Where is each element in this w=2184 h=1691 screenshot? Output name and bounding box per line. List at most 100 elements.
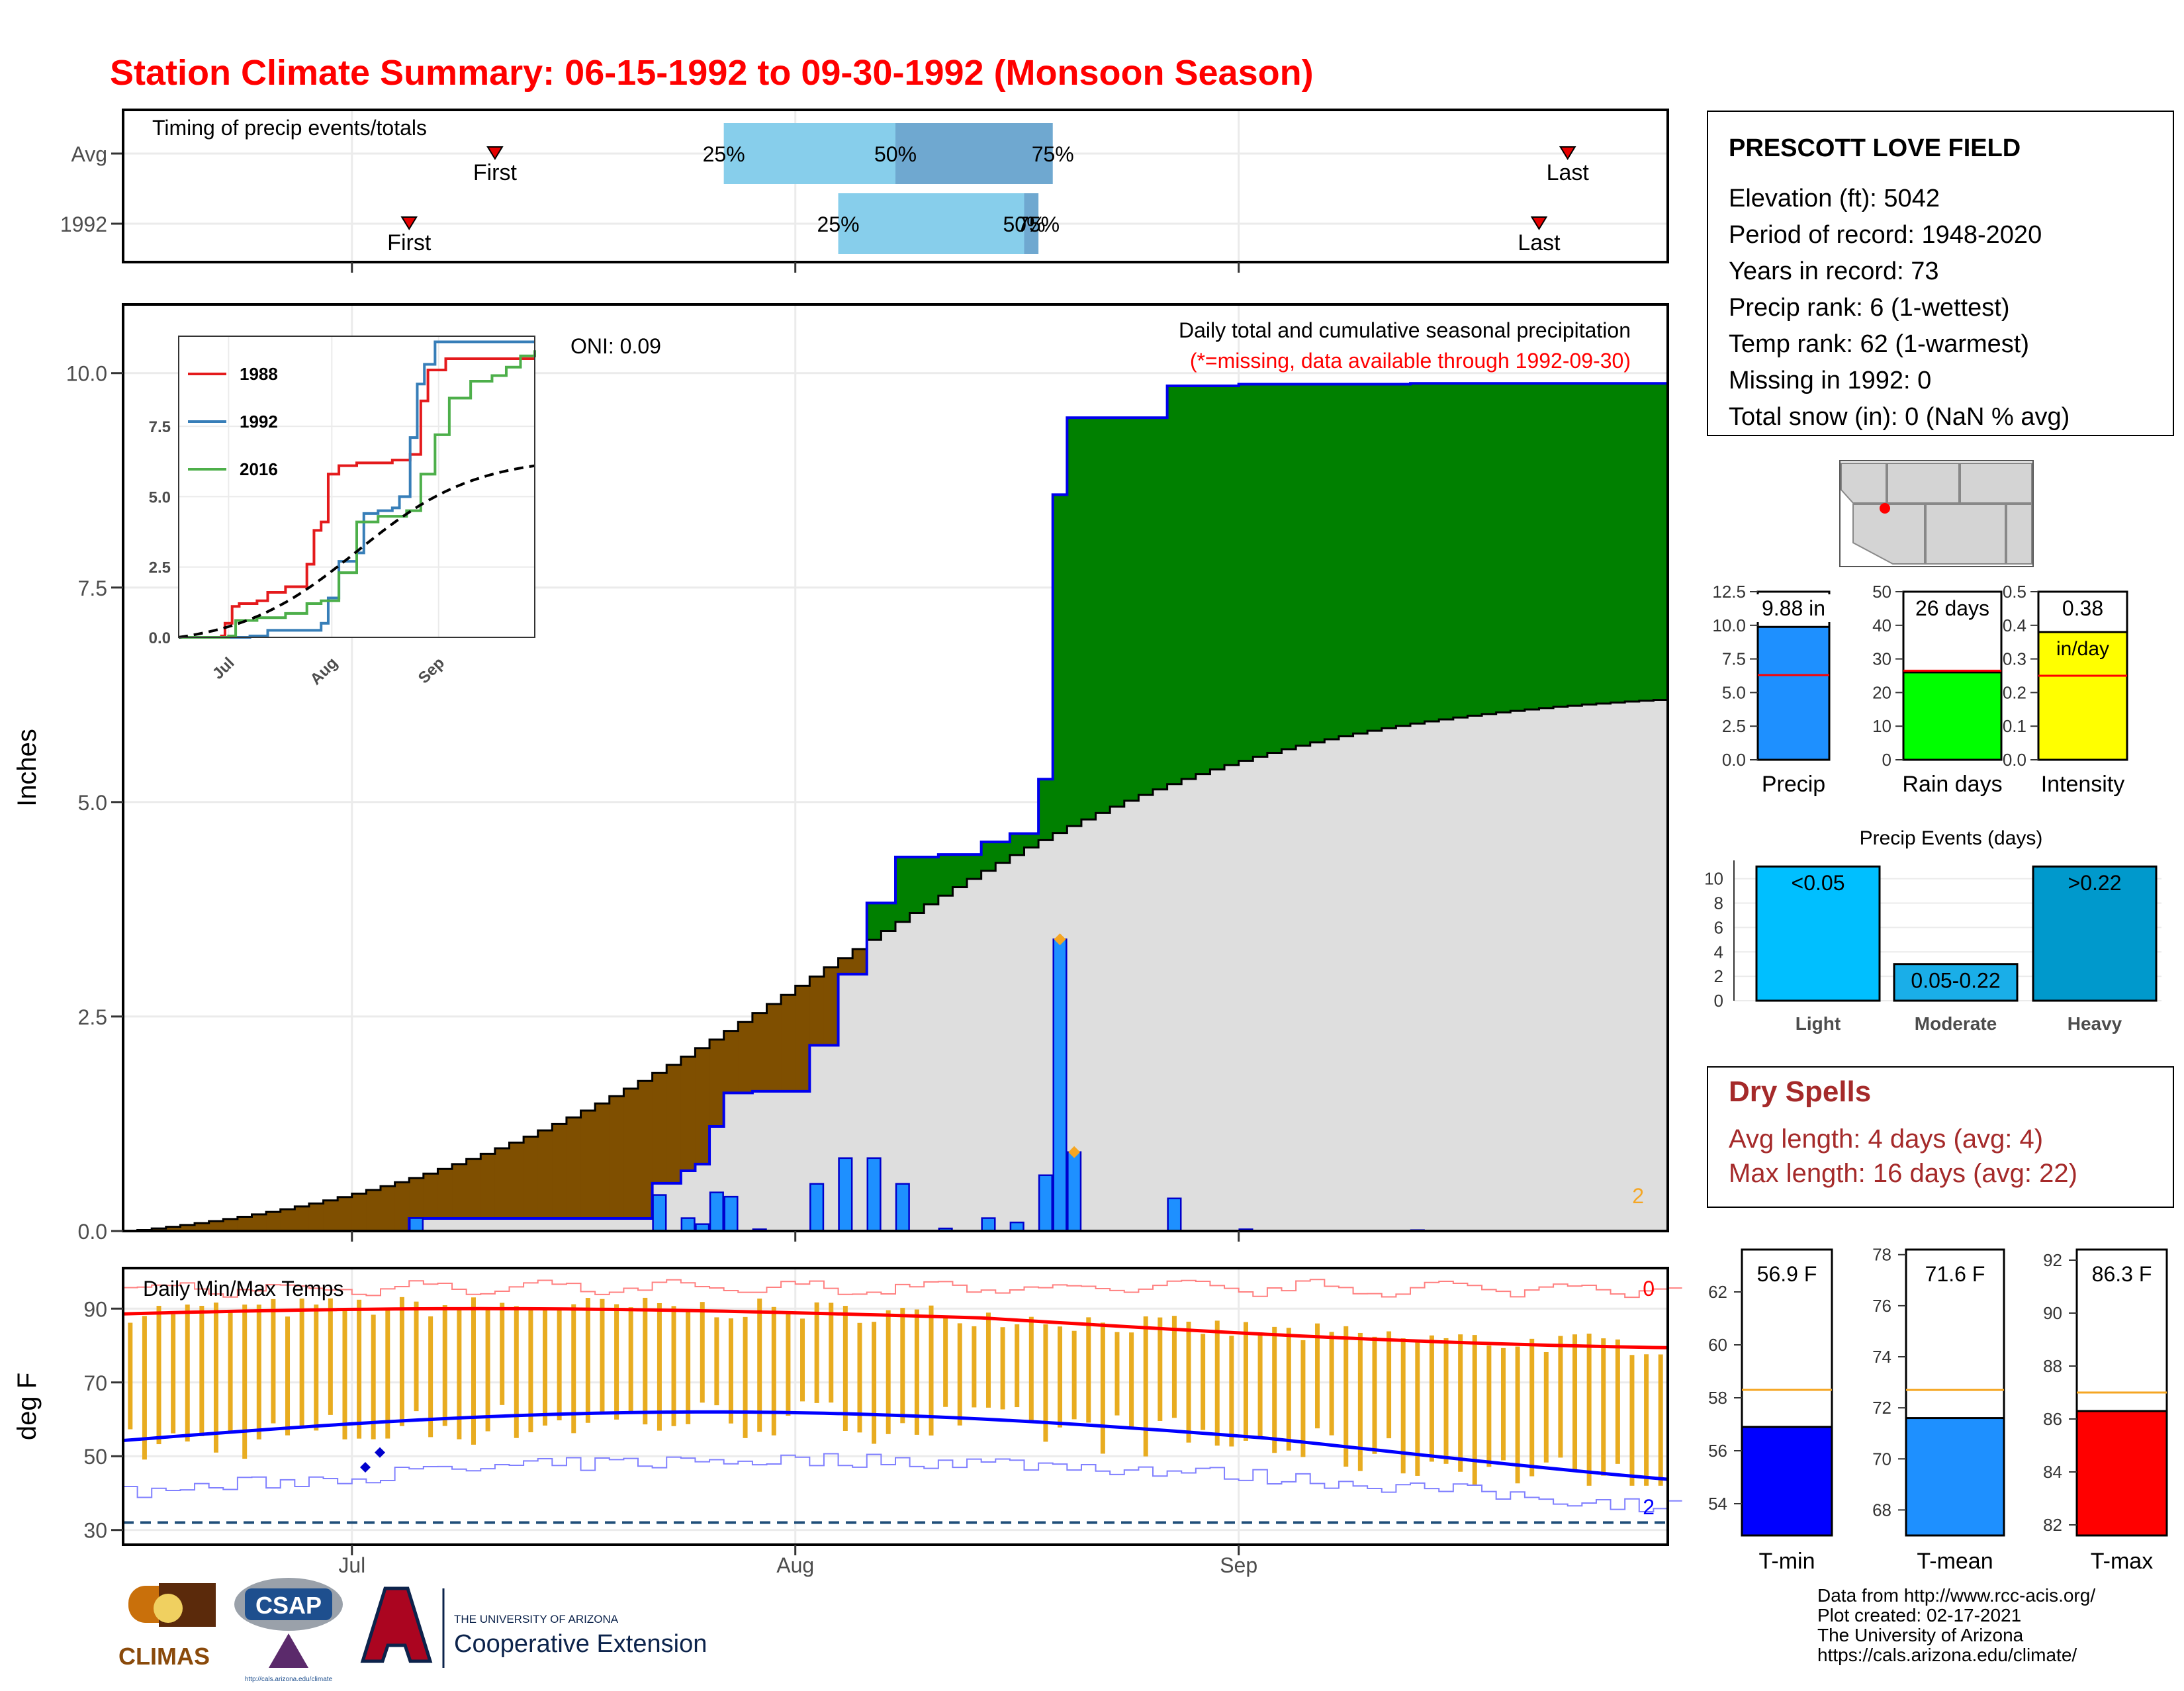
first-event-marker: [400, 216, 418, 230]
quartile-band-25-50: [838, 193, 1024, 254]
precip-events-title: Precip Events (days): [1860, 827, 2043, 849]
record-marker: [1068, 1146, 1081, 1158]
temp-summary-tick-label: 88: [2043, 1356, 2062, 1376]
daily-temp-bar: [671, 1306, 676, 1426]
daily-temp-bar: [228, 1312, 233, 1431]
precip-y-tick-label: 0.0: [78, 1220, 107, 1244]
inset-y-tick-label: 7.5: [149, 418, 171, 436]
daily-temp-bar: [1443, 1338, 1449, 1464]
deficit-area: [180, 1224, 195, 1231]
daily-temp-bar: [757, 1299, 762, 1432]
daily-temp-bar: [1372, 1336, 1377, 1454]
deficit-area: [652, 1073, 667, 1183]
daily-temp-bar: [256, 1304, 261, 1440]
daily-temp-bar: [1515, 1346, 1520, 1484]
daily-temp-bar: [1415, 1340, 1420, 1476]
deficit-area: [509, 1142, 524, 1219]
daily-temp-bar: [1300, 1340, 1306, 1457]
temp-summary-label: T-max: [2091, 1549, 2153, 1574]
deficit-area: [666, 1064, 682, 1183]
daily-temp-bar: [1472, 1335, 1477, 1486]
surplus-area: [924, 856, 939, 905]
summary-bar-tick-label: 2.5: [1722, 716, 1746, 736]
surplus-area: [952, 854, 968, 888]
record-low-marker: [360, 1461, 371, 1473]
inset-average-line: [178, 464, 535, 639]
daily-temp-bar: [686, 1312, 691, 1424]
dry-spells-max: Max length: 16 days (avg: 22): [1729, 1159, 2077, 1188]
temp-summary-tick-label: 86: [2043, 1409, 2062, 1429]
surplus-area: [1124, 418, 1139, 801]
daily-precip-bar: [652, 1194, 667, 1232]
daily-temp-bar: [1115, 1332, 1120, 1416]
summary-bar-fill: [1902, 671, 2003, 761]
surplus-area: [1267, 384, 1283, 753]
deficit-area: [437, 1169, 453, 1219]
map-state-colorado: [1960, 463, 2032, 504]
surplus-area: [1138, 418, 1154, 796]
surplus-area: [1110, 418, 1125, 807]
summary-bar-fill: [1756, 625, 1831, 761]
deficit-area: [223, 1218, 238, 1231]
surplus-area: [1153, 418, 1168, 790]
deficit-area: [280, 1209, 295, 1231]
inset-bg: [179, 336, 535, 637]
daily-temp-bar: [1158, 1317, 1163, 1421]
deficit-area: [795, 985, 810, 1091]
summary-bar-tick-label: 30: [1872, 649, 1891, 669]
temp-summary-tick-label: 60: [1708, 1335, 1727, 1355]
precip-panel-header: Daily total and cumulative seasonal prec…: [1179, 318, 1631, 342]
x-tick-label: Aug: [776, 1553, 814, 1577]
daily-temp-bar: [399, 1297, 404, 1426]
inset-y-tick-label: 0.0: [149, 629, 171, 647]
daily-temp-bar: [528, 1308, 533, 1433]
temp-summary-fill: [1741, 1426, 1833, 1537]
deficit-area: [852, 948, 868, 974]
daily-temp-bar: [1214, 1320, 1220, 1446]
daily-temp-bar: [1500, 1348, 1506, 1461]
inset-line-1992: [179, 340, 535, 639]
daily-temp-bar: [700, 1302, 705, 1403]
deficit-area: [523, 1136, 539, 1219]
surplus-area: [1009, 833, 1025, 855]
daily-temp-bar: [728, 1318, 733, 1424]
deficit-area: [295, 1206, 310, 1231]
daily-temp-bar: [342, 1310, 347, 1440]
daily-temp-bar: [571, 1304, 576, 1434]
q75-label: 75%: [1017, 212, 1060, 236]
daily-temp-bar: [385, 1308, 390, 1439]
daily-temp-bar: [1629, 1355, 1635, 1486]
surplus-area: [1095, 418, 1111, 813]
surplus-area: [1353, 384, 1368, 734]
dry-spells-avg: Avg length: 4 days (avg: 4): [1729, 1124, 2043, 1154]
daily-precip-bar: [1167, 1197, 1182, 1232]
surplus-area: [1596, 383, 1612, 704]
temp-summary-tick-label: 76: [1872, 1296, 1891, 1316]
last-event-marker: [1559, 146, 1576, 160]
surplus-area: [1653, 383, 1668, 700]
inset-legend-label: 2016: [240, 459, 278, 479]
deficit-area: [195, 1223, 210, 1231]
deficit-area: [566, 1117, 582, 1219]
missing-note: (*=missing, data available through 1992-…: [1190, 349, 1631, 373]
summary-value-bg: [1752, 594, 1835, 622]
timing-panel-title: Timing of precip events/totals: [152, 116, 427, 140]
temp-summary-tick-label: 58: [1708, 1388, 1727, 1408]
station-name: PRESCOTT LOVE FIELD: [1729, 134, 2021, 162]
precip-event-bar-label: <0.05: [1792, 871, 1845, 895]
summary-bar-tick-label: 0.0: [2003, 750, 2026, 770]
deficit-area: [423, 1173, 439, 1219]
deficit-area: [537, 1130, 553, 1219]
surplus-area: [967, 854, 982, 879]
daily-precip-bar: [809, 1183, 825, 1232]
temp-summary-tick-label: 54: [1708, 1494, 1727, 1514]
daily-temp-bar: [857, 1322, 862, 1433]
station-info-box: [1707, 111, 2174, 436]
precip-event-category: Moderate: [1915, 1013, 1997, 1034]
ua-logo-bottom-text: Cooperative Extension: [454, 1630, 707, 1658]
record-marker: [1054, 933, 1066, 946]
deficit-area: [723, 1030, 739, 1093]
daily-precip-bar: [866, 1157, 882, 1232]
temp-summary-tick-label: 68: [1872, 1500, 1891, 1520]
